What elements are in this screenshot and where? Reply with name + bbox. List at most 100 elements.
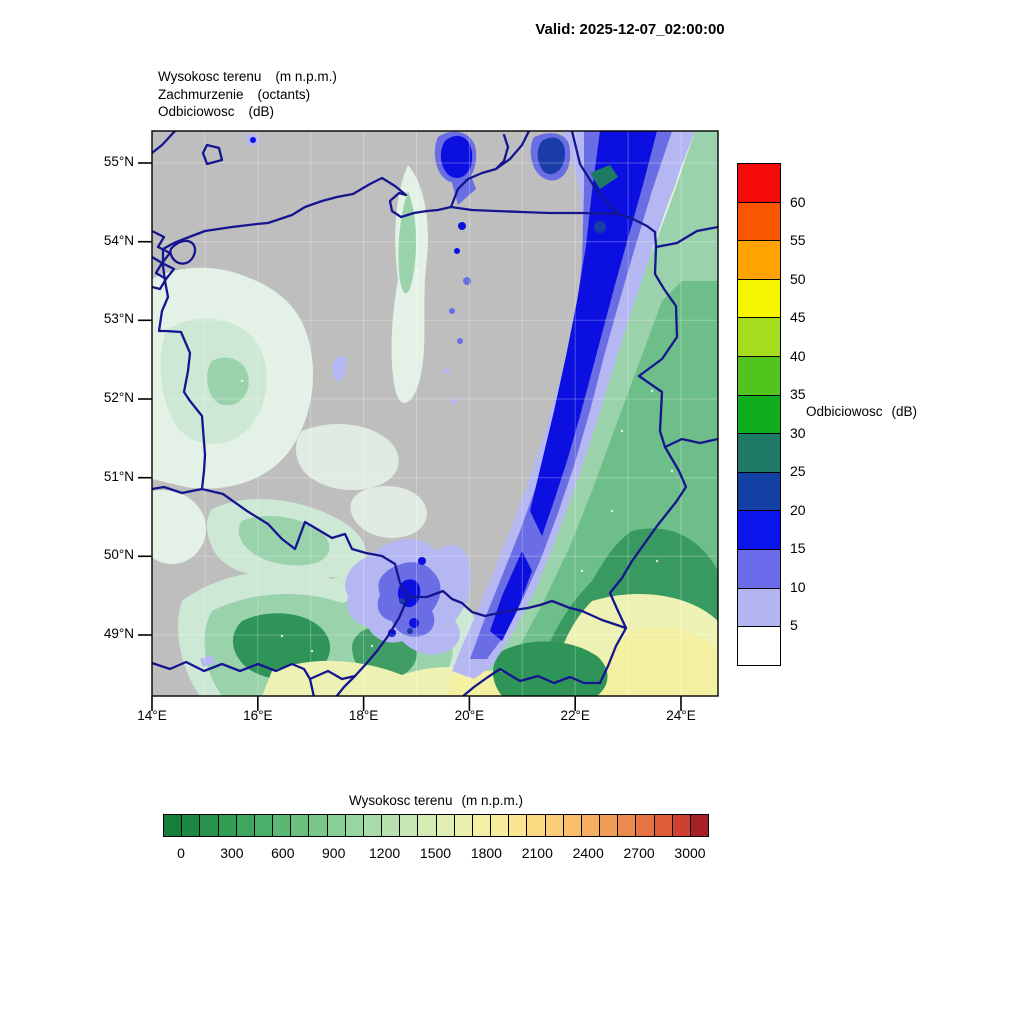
reflectivity-scale-label: 5 xyxy=(790,617,798,634)
terrain-colorbar-segment xyxy=(527,815,546,836)
reflectivity-scale-label: 25 xyxy=(790,463,806,480)
terrain-colorbar-segment xyxy=(236,815,255,836)
terrain-colorbar-segment xyxy=(618,815,637,836)
layer-legend: Wysokosc terenu (m n.p.m.) Zachmurzenie … xyxy=(158,68,337,121)
map-frame xyxy=(151,130,719,697)
belarus-ukraine-border xyxy=(663,437,718,449)
lat-tick-label: 55°N xyxy=(103,154,134,169)
terrain-colorbar-segment xyxy=(327,815,346,836)
sweden-coast xyxy=(152,131,177,155)
reflectivity-colorbar-segment xyxy=(738,357,780,396)
legend-line-terrain: Wysokosc terenu (m n.p.m.) xyxy=(158,68,337,86)
terrain-scale-label: 2700 xyxy=(623,845,655,861)
reflectivity-scale-label: 10 xyxy=(790,578,806,595)
lat-tick-label: 50°N xyxy=(103,547,134,563)
terrain-colorbar-segment xyxy=(600,815,619,836)
reflectivity-colorbar-title: Odbiciowosc (dB) xyxy=(806,404,917,419)
legend-name: Odbiciowosc xyxy=(158,104,235,119)
terrain-colorbar-segment xyxy=(545,815,564,836)
wolin-island xyxy=(169,239,197,265)
reflectivity-colorbar-segment xyxy=(738,318,780,358)
lon-tick-label: 16°E xyxy=(243,708,273,723)
terrain-scale-label: 0 xyxy=(177,845,185,861)
lat-tick-label: 54°N xyxy=(103,232,134,248)
reflectivity-scale-label: 50 xyxy=(790,270,806,287)
terrain-scale-label: 2100 xyxy=(521,845,553,861)
terrain-colorbar-segment xyxy=(400,815,419,836)
lat-tick-label: 51°N xyxy=(103,468,134,484)
terrain-colorbar-segment xyxy=(164,815,183,836)
reflectivity-scale-label: 45 xyxy=(790,309,806,326)
czech-slovakia-border xyxy=(335,595,410,696)
terrain-colorbar-segment xyxy=(254,815,274,836)
terrain-scale-label: 1200 xyxy=(369,845,401,861)
graticule-lines xyxy=(152,131,718,696)
terrain-scale-label: 3000 xyxy=(674,845,706,861)
terrain-title-name: Wysokosc terenu xyxy=(349,793,453,808)
reflectivity-colorbar-segment xyxy=(738,511,780,551)
terrain-colorbar-segment xyxy=(636,815,655,836)
lon-tick-label: 18°E xyxy=(348,708,379,723)
terrain-colorbar-segment xyxy=(491,815,510,836)
lithuania-belarus-border xyxy=(654,225,718,249)
legend-unit: (m n.p.m.) xyxy=(275,69,337,84)
czech-germany-border xyxy=(152,485,204,495)
reflectivity-colorbar xyxy=(737,163,781,666)
terrain-scale-label: 300 xyxy=(220,845,244,861)
kaliningrad-coast xyxy=(449,131,531,209)
reflectivity-colorbar-segment xyxy=(738,588,780,628)
terrain-scale-label: 1800 xyxy=(470,845,502,861)
legend-name: Zachmurzenie xyxy=(158,86,244,102)
terrain-colorbar-segment xyxy=(309,815,328,836)
reflectivity-scale-label: 20 xyxy=(790,501,806,518)
lithuania-russia-border xyxy=(570,131,620,216)
terrain-scale-label: 600 xyxy=(271,845,295,861)
reflectivity-colorbar-segment xyxy=(738,241,780,280)
terrain-colorbar-segment xyxy=(672,815,691,836)
reflectivity-scale-label: 30 xyxy=(790,424,806,441)
legend-name: Wysokosc terenu xyxy=(158,69,262,84)
reflectivity-colorbar-segment xyxy=(738,472,780,512)
country-borders xyxy=(152,131,718,696)
lat-tick-label: 53°N xyxy=(103,311,134,327)
reflectivity-title-unit: (dB) xyxy=(891,404,918,419)
legend-line-cloudiness: Zachmurzenie (octants) xyxy=(158,86,337,104)
terrain-scale-label: 1500 xyxy=(419,845,452,861)
legend-line-reflectivity: Odbiciowosc (dB) xyxy=(158,103,337,121)
reflectivity-colorbar-segment xyxy=(738,395,780,435)
lon-tick-label: 22°E xyxy=(560,708,590,723)
lat-tick-label: 49°N xyxy=(103,626,134,642)
terrain-colorbar-segment xyxy=(563,815,582,836)
reflectivity-colorbar-segment xyxy=(738,550,780,589)
map-canvas xyxy=(138,130,719,711)
terrain-colorbar-segment xyxy=(218,815,237,836)
terrain-colorbar-segment xyxy=(345,815,364,836)
terrain-colorbar xyxy=(163,814,709,837)
terrain-colorbar-segment xyxy=(363,815,383,836)
terrain-colorbar-segment xyxy=(200,815,219,836)
terrain-colorbar-segment xyxy=(690,815,709,836)
reflectivity-title-name: Odbiciowosc xyxy=(806,404,883,419)
terrain-scale-label: 900 xyxy=(322,845,346,861)
legend-unit: (octants) xyxy=(257,86,311,102)
terrain-colorbar-segment xyxy=(273,815,292,836)
terrain-colorbar-segment xyxy=(509,815,528,836)
reflectivity-scale-label: 40 xyxy=(790,347,806,364)
reflectivity-colorbar-segment xyxy=(738,434,780,473)
terrain-colorbar-segment xyxy=(382,815,401,836)
poland-border xyxy=(157,176,688,630)
oder-estuary-coast xyxy=(152,255,168,291)
austria-border xyxy=(152,660,357,696)
valid-timestamp: Valid: 2025-12-07_02:00:00 xyxy=(535,21,725,38)
terrain-colorbar-segment xyxy=(418,815,437,836)
terrain-colorbar-title: Wysokosc terenu (m n.p.m.) xyxy=(163,793,709,808)
lat-tick-label: 52°N xyxy=(103,390,134,405)
axis-ticks xyxy=(138,162,682,711)
terrain-colorbar-segment xyxy=(291,815,310,836)
lon-tick-label: 14°E xyxy=(137,708,167,723)
terrain-colorbar-segment xyxy=(654,815,673,836)
reflectivity-colorbar-segment xyxy=(738,164,780,203)
terrain-colorbar-segment xyxy=(472,815,492,836)
reflectivity-scale-label: 15 xyxy=(790,540,806,557)
terrain-colorbar-segment xyxy=(454,815,473,836)
